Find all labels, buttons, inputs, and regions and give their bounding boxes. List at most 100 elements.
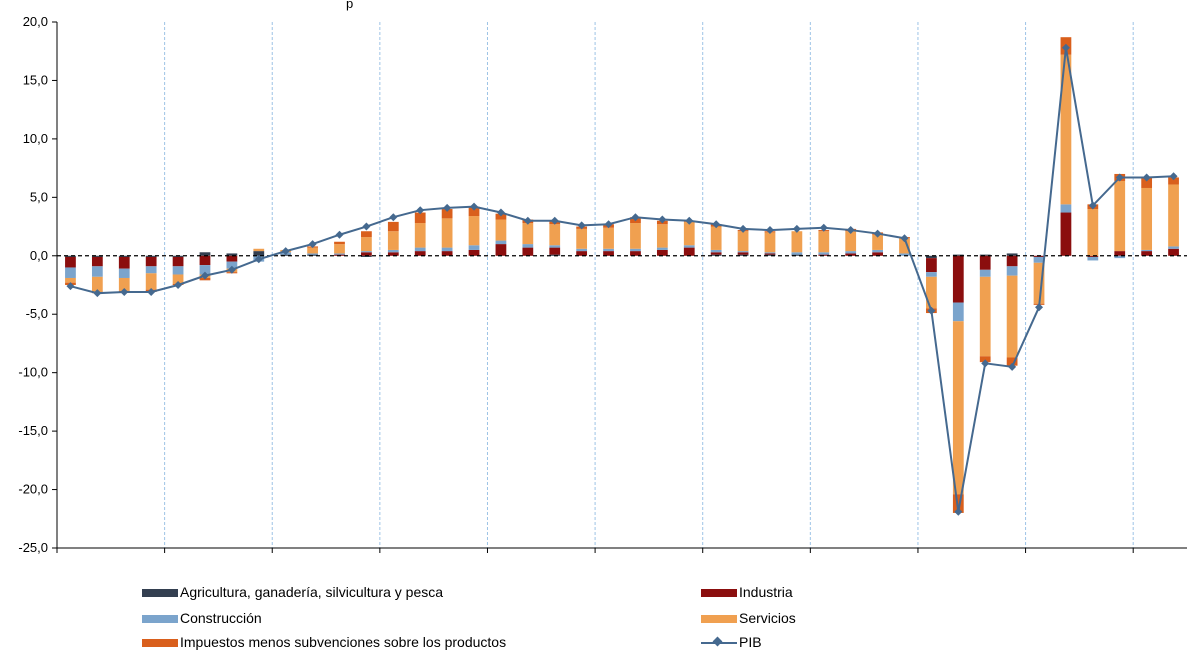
legend-item-pib: PIB bbox=[701, 634, 762, 650]
x-tick-label: 2019 bbox=[796, 557, 825, 560]
x-tick-label: 2016 bbox=[473, 557, 502, 560]
bar-segment bbox=[1033, 262, 1045, 304]
bar-segment bbox=[65, 277, 76, 283]
year-gridlines bbox=[164, 22, 1134, 548]
bar-segment bbox=[630, 248, 641, 252]
bar-segment bbox=[145, 273, 157, 290]
x-tick-label: 2018 bbox=[688, 557, 717, 560]
bar-segment bbox=[1087, 255, 1099, 257]
legend-swatch-pib bbox=[701, 638, 737, 648]
bar-segment bbox=[603, 248, 614, 252]
bar-segment bbox=[414, 251, 426, 256]
bar-segment bbox=[818, 231, 830, 253]
bar-segment bbox=[1006, 275, 1018, 358]
bar-segment bbox=[791, 231, 803, 253]
bar-segment bbox=[710, 226, 722, 250]
bar-segment bbox=[441, 251, 453, 256]
bar-segment bbox=[576, 251, 588, 256]
bar-segment bbox=[334, 241, 345, 245]
bar-segment bbox=[952, 321, 964, 495]
bar-segment bbox=[791, 254, 803, 256]
bar-segment bbox=[253, 248, 265, 252]
bar-segment bbox=[1141, 187, 1153, 250]
bar-segment bbox=[683, 221, 695, 246]
bar-segment bbox=[683, 247, 695, 256]
bar-segment bbox=[683, 245, 695, 248]
bar-segment bbox=[952, 494, 964, 513]
legend-label-construccion: Construcción bbox=[180, 610, 262, 626]
bar-segment bbox=[1141, 251, 1153, 256]
x-tick-label: 2013 bbox=[150, 557, 179, 560]
y-tick-label: 20,0 bbox=[23, 14, 48, 29]
pib-point bbox=[308, 240, 317, 249]
pib-point bbox=[335, 230, 344, 239]
bar-segment bbox=[334, 253, 345, 255]
pib-point bbox=[200, 271, 209, 280]
bar-segment bbox=[468, 216, 480, 246]
bar-segment bbox=[1060, 212, 1072, 256]
bar-segment bbox=[118, 255, 130, 257]
bar-segment bbox=[603, 251, 614, 256]
pib-point bbox=[470, 202, 479, 211]
bar-segment bbox=[118, 277, 130, 291]
bar-segment bbox=[576, 248, 588, 252]
bar-segment bbox=[979, 269, 991, 277]
bar-segment bbox=[979, 254, 991, 256]
bar-segment bbox=[441, 209, 453, 219]
bar-segment bbox=[441, 218, 453, 248]
bar-segment bbox=[576, 228, 588, 249]
bar-segment bbox=[468, 245, 480, 250]
legend-swatch-construccion bbox=[142, 615, 178, 624]
x-tick-label: 2012 bbox=[63, 557, 92, 560]
bar-segment bbox=[926, 258, 937, 273]
bar-segment bbox=[495, 244, 507, 256]
pib-point bbox=[685, 216, 694, 225]
bar-segment bbox=[872, 252, 883, 256]
pib-series-line bbox=[70, 47, 1174, 512]
bar-segment bbox=[926, 272, 937, 277]
bar-segment bbox=[1006, 255, 1018, 267]
legend-swatch-agri bbox=[142, 589, 178, 598]
bar-segment bbox=[656, 249, 668, 256]
bar-segment bbox=[1141, 249, 1153, 252]
bar-segment bbox=[1033, 256, 1045, 263]
bar-segment bbox=[361, 251, 372, 253]
bar-segment bbox=[952, 302, 964, 322]
pib-point bbox=[523, 216, 532, 225]
pib-point bbox=[873, 229, 882, 238]
x-tick-label: 2014 bbox=[258, 557, 287, 560]
bar-segment bbox=[872, 234, 883, 250]
bar-segment bbox=[791, 252, 803, 255]
pib-point bbox=[550, 216, 559, 225]
pib-point bbox=[1008, 362, 1017, 371]
bar-segment bbox=[899, 238, 910, 254]
pib-point bbox=[739, 224, 748, 233]
legend-swatch-impuestos bbox=[142, 639, 178, 648]
bar-segment bbox=[172, 274, 184, 284]
y-tick-label: 5,0 bbox=[30, 189, 48, 204]
bar-segment bbox=[710, 249, 722, 253]
bar-segment bbox=[468, 249, 480, 256]
bar-segment bbox=[226, 255, 238, 262]
x-tick-label: 2021 bbox=[1011, 557, 1040, 560]
bar-segment bbox=[1168, 184, 1179, 247]
chart-canvas: p 20,0 15,0 10,0 5,0 0,0 -5,0 -10,0 -15,0 -20,0 -… bbox=[18, 0, 1187, 560]
pib-point bbox=[443, 203, 452, 212]
bar-segment bbox=[280, 254, 292, 256]
bar-segment bbox=[414, 212, 426, 224]
legend-label-industria: Industria bbox=[739, 584, 793, 600]
bar-segment bbox=[253, 251, 265, 256]
bar-segment bbox=[845, 231, 857, 252]
bar-segment bbox=[656, 247, 668, 250]
pib-point bbox=[765, 226, 774, 235]
y-tick-label: -20,0 bbox=[18, 482, 48, 497]
bar-segment bbox=[979, 276, 991, 357]
bar-segment bbox=[926, 276, 937, 309]
bar-segment bbox=[199, 255, 211, 266]
bar-segment bbox=[361, 252, 372, 256]
bar-series bbox=[65, 37, 1179, 513]
x-tick-label: 2017 bbox=[581, 557, 610, 560]
pib-point bbox=[927, 306, 936, 315]
legend-label-agri: Agricultura, ganadería, silvicultura y p… bbox=[180, 584, 444, 600]
legend-item-impuestos: Impuestos menos subvenciones sobre los p… bbox=[142, 634, 506, 650]
